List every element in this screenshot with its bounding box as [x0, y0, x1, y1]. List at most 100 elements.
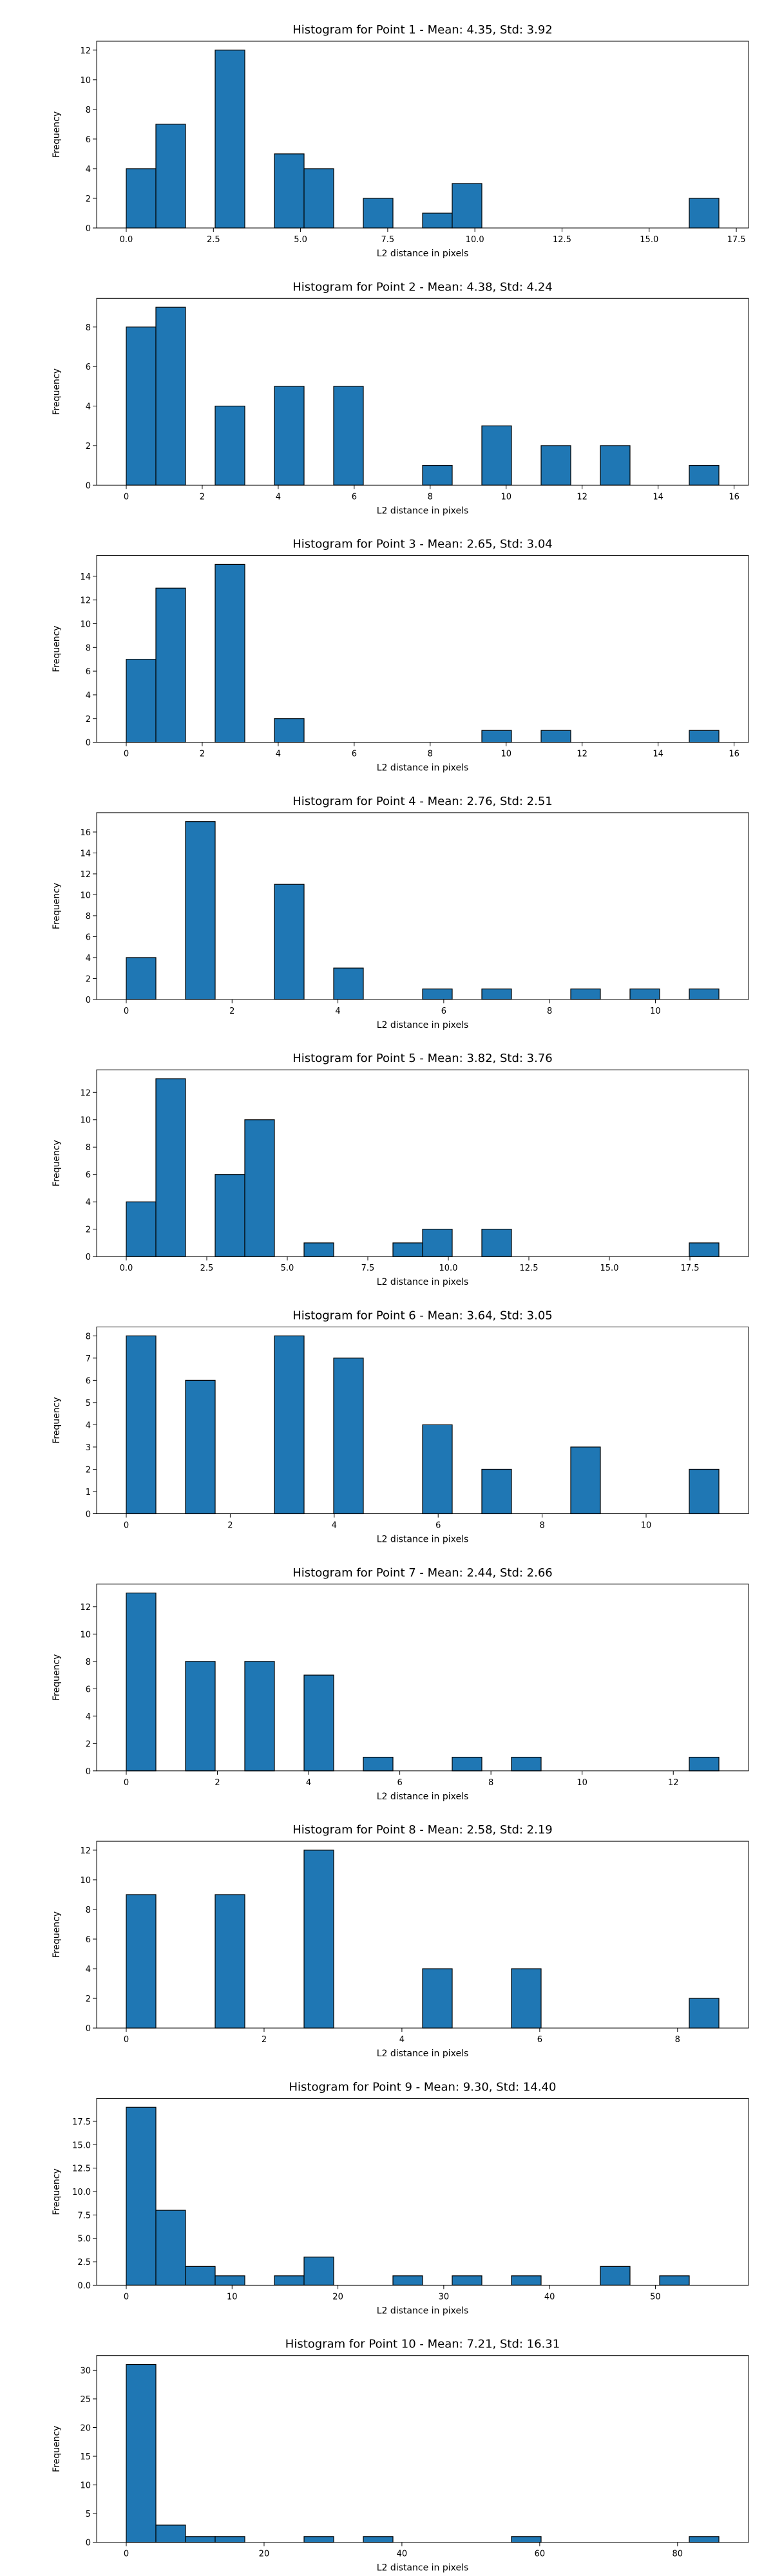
y-tick-label: 6	[86, 1376, 91, 1386]
x-tick-label: 0	[124, 492, 129, 502]
chart-title: Histogram for Point 7 - Mean: 2.44, Std:…	[292, 1566, 553, 1580]
plot-frame	[96, 1069, 749, 1257]
histogram-bar	[274, 153, 305, 229]
histogram-bar	[422, 989, 453, 1000]
x-tick-label: 17.5	[681, 1264, 700, 1273]
y-tick-label: 8	[86, 1906, 91, 1915]
y-tick-label: 25	[80, 2395, 91, 2405]
x-tick-label: 15.0	[600, 1264, 619, 1273]
histogram-bar	[126, 957, 157, 1000]
x-tick-label: 2	[229, 1007, 234, 1016]
x-tick-label: 10	[650, 1007, 661, 1016]
y-tick-label: 10	[80, 1116, 91, 1126]
histogram-bar	[215, 2536, 245, 2543]
histogram-bar	[422, 213, 453, 229]
y-tick-label: 10	[80, 891, 91, 900]
histogram-bar	[126, 1201, 157, 1257]
histogram-bar	[689, 989, 720, 1000]
histogram-bar	[185, 2266, 216, 2286]
y-tick-label: 5.0	[77, 2235, 91, 2244]
x-tick-label: 0	[124, 2292, 129, 2302]
y-axis-label: Frequency	[52, 883, 62, 929]
x-tick-label: 40	[397, 2550, 408, 2559]
histogram-bar	[689, 1468, 720, 1515]
histogram-panel-10: 0 20 40 60 80 0 5 10 15 20 25 30 Histogram for Point…	[52, 2338, 749, 2573]
y-axis-label: Frequency	[52, 368, 62, 415]
y-tick-label: 16	[80, 828, 91, 838]
histogram-bar	[452, 1756, 482, 1772]
y-tick-label: 6	[86, 667, 91, 677]
x-axis-label: L2 distance in pixels	[377, 1792, 469, 1802]
plot-frame	[96, 2098, 749, 2286]
histogram-bar	[274, 1335, 305, 1515]
y-tick-label: 0	[86, 481, 91, 491]
histogram-bar	[363, 198, 394, 229]
y-tick-label: 8	[86, 643, 91, 653]
histogram-bar	[185, 821, 216, 1000]
y-tick-label: 7	[86, 1354, 91, 1364]
histogram-bar	[215, 50, 245, 229]
chart-title: Histogram for Point 8 - Mean: 2.58, Std:…	[292, 1823, 553, 1837]
y-tick-label: 12	[80, 1846, 91, 1856]
y-tick-label: 10.0	[72, 2188, 91, 2197]
histogram-bar	[689, 1998, 720, 2029]
x-tick-label: 2	[200, 492, 205, 502]
histogram-bar	[600, 445, 631, 486]
y-tick-label: 14	[80, 573, 91, 582]
x-tick-label: 0	[124, 1007, 129, 1016]
histogram-bar	[392, 1242, 423, 1257]
y-tick-label: 12.5	[72, 2164, 91, 2174]
x-tick-label: 12	[577, 750, 587, 759]
y-tick-label: 0	[86, 996, 91, 1005]
x-tick-label: 50	[650, 2292, 661, 2302]
y-tick-label: 4	[86, 1198, 91, 1208]
histogram-bar	[689, 1756, 720, 1772]
histogram-bar	[422, 1968, 453, 2029]
y-tick-label: 2	[86, 442, 91, 451]
chart-title: Histogram for Point 3 - Mean: 2.65, Std:…	[292, 538, 553, 551]
x-axis-label: L2 distance in pixels	[377, 2306, 469, 2316]
x-tick-label: 10	[501, 750, 511, 759]
x-tick-label: 0.0	[120, 1264, 133, 1273]
x-tick-label: 12	[577, 492, 587, 502]
histogram-bar	[600, 2266, 631, 2286]
x-tick-label: 6	[435, 1521, 441, 1531]
histogram-bar	[126, 1335, 157, 1515]
chart-title: Histogram for Point 1 - Mean: 4.35, Std:…	[292, 23, 553, 37]
histogram-bar	[126, 1894, 157, 2029]
y-axis-label: Frequency	[52, 2426, 62, 2472]
y-tick-label: 3	[86, 1443, 91, 1453]
histogram-bar	[274, 386, 305, 486]
histogram-bar	[689, 465, 720, 486]
histogram-bar	[570, 1446, 601, 1515]
x-tick-label: 0	[124, 1778, 129, 1788]
y-axis-label: Frequency	[52, 1654, 62, 1701]
histogram-bar	[452, 2275, 482, 2286]
histogram-bar	[244, 1661, 275, 1772]
histogram-bar	[126, 2107, 157, 2286]
x-tick-label: 8	[675, 2035, 680, 2045]
x-tick-label: 5.0	[281, 1264, 294, 1273]
x-tick-label: 14	[653, 492, 663, 502]
x-tick-label: 60	[535, 2550, 546, 2559]
x-axis-label: L2 distance in pixels	[377, 763, 469, 773]
y-tick-label: 8	[86, 323, 91, 333]
histogram-bar	[155, 2210, 186, 2286]
x-axis-label: L2 distance in pixels	[377, 1277, 469, 1287]
plot-frame	[96, 41, 749, 229]
x-tick-label: 7.5	[381, 235, 395, 245]
y-tick-label: 10	[80, 76, 91, 86]
y-tick-label: 10	[80, 2481, 91, 2491]
x-tick-label: 2.5	[207, 235, 220, 245]
y-tick-label: 6	[86, 1685, 91, 1694]
y-tick-label: 17.5	[72, 2117, 91, 2127]
y-tick-label: 0	[86, 739, 91, 748]
plot-frame	[96, 1327, 749, 1514]
histogram-bar	[689, 198, 720, 229]
histogram-bar	[274, 718, 305, 743]
x-tick-label: 4	[276, 492, 281, 502]
histogram-bar	[303, 1242, 334, 1257]
x-tick-label: 8	[547, 1007, 552, 1016]
y-tick-label: 2	[86, 715, 91, 724]
